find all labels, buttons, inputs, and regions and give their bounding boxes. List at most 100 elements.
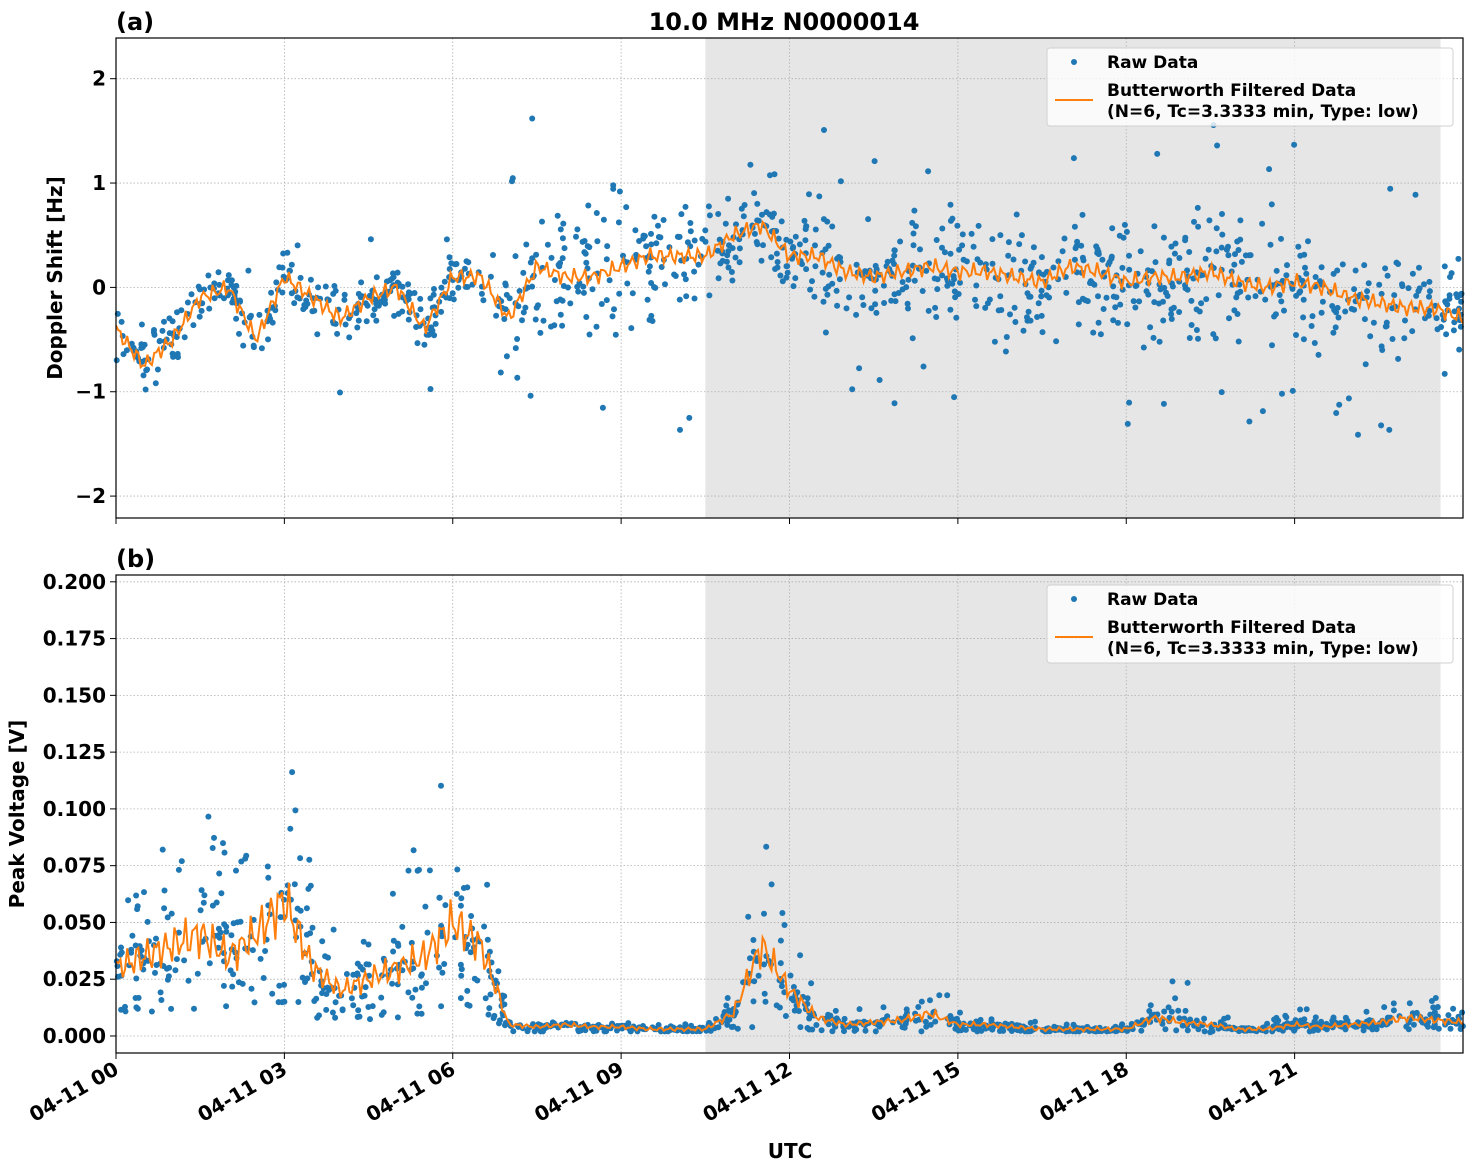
raw-point: [813, 1022, 820, 1028]
raw-point: [1173, 1027, 1180, 1034]
raw-point: [341, 291, 348, 298]
raw-point: [751, 230, 758, 237]
raw-point: [687, 228, 694, 235]
raw-point: [825, 283, 832, 290]
raw-point: [730, 1023, 737, 1030]
raw-point: [118, 949, 125, 956]
raw-point: [485, 1011, 492, 1018]
raw-point: [675, 234, 682, 240]
raw-point: [1259, 220, 1266, 227]
raw-point: [682, 203, 689, 210]
raw-point: [876, 377, 883, 383]
raw-point: [612, 331, 619, 338]
raw-point: [1195, 223, 1202, 230]
raw-point: [125, 897, 132, 904]
raw-point: [1360, 1027, 1367, 1034]
raw-point: [1426, 278, 1433, 285]
raw-point: [457, 995, 464, 1002]
raw-point: [1450, 1005, 1457, 1012]
raw-point: [952, 294, 959, 301]
raw-point: [306, 856, 313, 863]
raw-point: [228, 282, 235, 288]
raw-point: [1010, 256, 1017, 263]
raw-point: [256, 311, 263, 318]
raw-point: [1305, 238, 1311, 245]
raw-point: [1406, 1000, 1413, 1007]
raw-point: [646, 316, 653, 323]
raw-point: [559, 255, 566, 262]
raw-point: [1457, 291, 1464, 298]
raw-point: [1026, 293, 1033, 300]
raw-point: [138, 947, 145, 954]
raw-point: [1210, 331, 1217, 338]
raw-point: [683, 293, 690, 300]
raw-point: [334, 330, 341, 337]
raw-point: [1113, 294, 1120, 301]
raw-point: [478, 290, 485, 297]
raw-point: [790, 283, 797, 290]
raw-point: [276, 982, 283, 989]
raw-point: [291, 881, 298, 888]
raw-point: [1376, 281, 1383, 288]
raw-point: [1447, 1025, 1454, 1032]
raw-point: [1121, 221, 1128, 228]
raw-point: [973, 303, 980, 310]
raw-point: [954, 222, 961, 229]
raw-point: [354, 960, 361, 967]
filtered-data-line: [115, 882, 1464, 1033]
raw-point: [1025, 308, 1032, 315]
raw-point: [1043, 292, 1050, 299]
raw-point: [497, 369, 504, 376]
raw-point: [1361, 316, 1368, 323]
raw-point: [296, 295, 303, 302]
raw-point: [653, 240, 660, 247]
raw-point: [129, 932, 136, 939]
raw-point: [853, 311, 860, 318]
raw-point: [691, 295, 698, 302]
raw-point: [951, 276, 957, 283]
raw-point: [603, 297, 610, 304]
raw-point: [1119, 264, 1126, 271]
raw-point: [319, 938, 326, 945]
raw-point: [118, 318, 125, 325]
raw-point: [1205, 246, 1212, 253]
raw-point: [941, 249, 948, 256]
raw-point: [467, 949, 474, 956]
raw-point: [220, 840, 226, 847]
raw-point: [835, 254, 842, 260]
raw-point: [178, 858, 185, 865]
raw-point: [1384, 272, 1391, 279]
raw-point: [804, 1025, 811, 1031]
raw-point: [1176, 1015, 1183, 1022]
raw-point: [1050, 264, 1057, 271]
raw-point: [405, 867, 412, 874]
raw-point: [280, 250, 287, 257]
raw-point: [360, 938, 367, 945]
raw-point: [1426, 293, 1432, 300]
raw-point: [373, 274, 380, 281]
raw-point: [1378, 290, 1385, 297]
raw-point: [695, 261, 702, 268]
raw-point: [997, 232, 1004, 239]
raw-point: [1426, 307, 1433, 314]
raw-point: [1012, 319, 1019, 325]
raw-point: [901, 1024, 908, 1031]
raw-point: [715, 211, 722, 217]
raw-point: [161, 887, 168, 894]
raw-point: [450, 296, 457, 303]
raw-point: [1306, 1028, 1313, 1035]
raw-point: [686, 414, 693, 421]
raw-point: [358, 279, 365, 286]
raw-point: [322, 283, 329, 290]
raw-point: [959, 242, 966, 249]
raw-point: [157, 989, 164, 996]
raw-point: [291, 300, 298, 307]
raw-point: [1329, 1017, 1336, 1024]
raw-point: [216, 281, 223, 288]
raw-point: [465, 259, 472, 266]
raw-point: [643, 243, 650, 250]
x-tick-label: 04-11 03: [193, 1057, 291, 1127]
raw-point: [991, 338, 998, 345]
raw-point: [118, 944, 124, 951]
